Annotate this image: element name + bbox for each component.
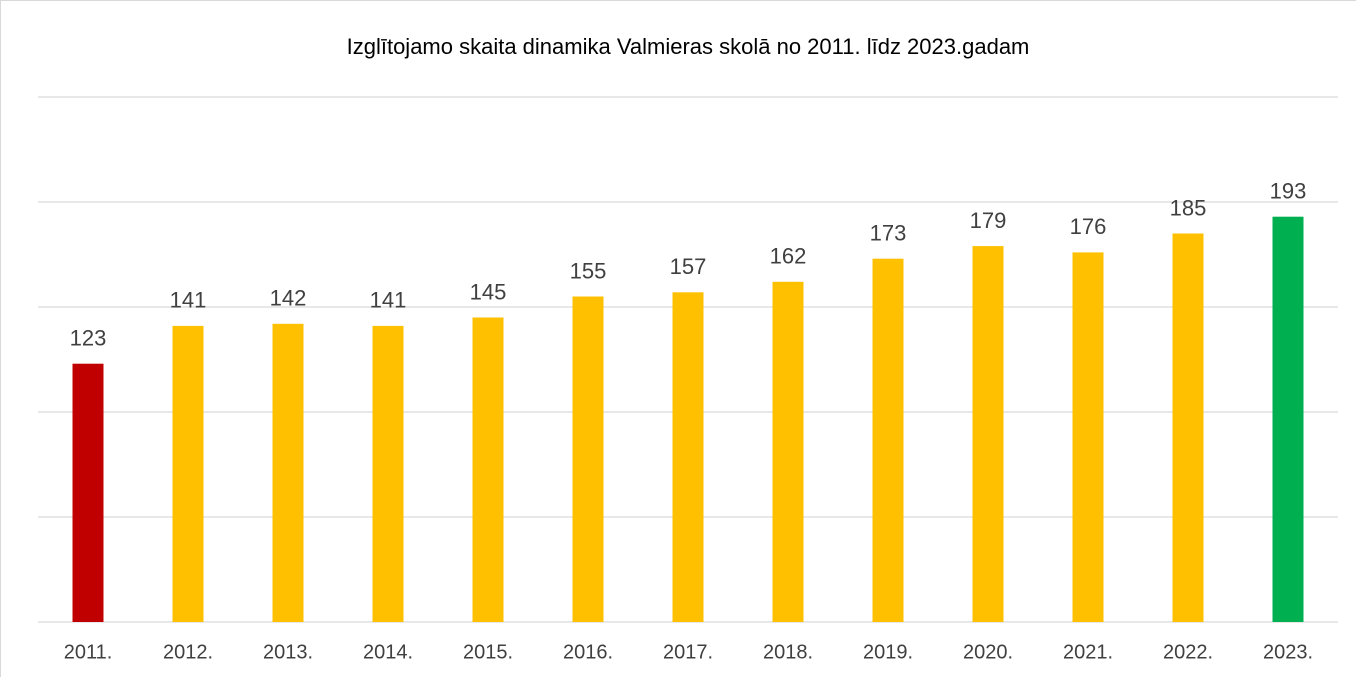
x-tick-label: 2020. — [963, 641, 1013, 663]
value-label: 173 — [870, 221, 907, 246]
value-label: 176 — [1070, 214, 1107, 239]
bar — [1272, 216, 1304, 622]
bar — [172, 325, 204, 622]
chart-title: Izglītojamo skaita dinamika Valmieras sk… — [347, 34, 1030, 59]
value-label: 162 — [770, 244, 807, 269]
value-label: 142 — [270, 286, 307, 311]
x-tick-label: 2013. — [263, 641, 313, 663]
value-label: 141 — [370, 288, 407, 313]
bar — [772, 281, 804, 622]
x-tick-label: 2015. — [463, 641, 513, 663]
x-tick-label: 2017. — [663, 641, 713, 663]
bar — [672, 292, 704, 622]
x-tick-label: 2014. — [363, 641, 413, 663]
bar — [872, 258, 904, 622]
bar — [472, 317, 504, 622]
value-label: 145 — [470, 279, 507, 304]
bar — [272, 323, 304, 622]
bar — [1072, 252, 1104, 622]
bar — [72, 363, 104, 622]
value-label: 193 — [1270, 179, 1307, 204]
bar — [1172, 233, 1204, 622]
x-tick-label: 2023. — [1263, 641, 1313, 663]
bar — [372, 325, 404, 622]
value-label: 141 — [170, 288, 207, 313]
bar — [972, 246, 1004, 622]
x-tick-label: 2016. — [563, 641, 613, 663]
x-tick-label: 2012. — [163, 641, 213, 663]
x-tick-label: 2019. — [863, 641, 913, 663]
value-label: 179 — [970, 208, 1007, 233]
value-label: 123 — [70, 326, 107, 351]
value-label: 155 — [570, 258, 607, 283]
x-tick-label: 2018. — [763, 641, 813, 663]
value-label: 185 — [1170, 195, 1207, 220]
value-label: 157 — [670, 254, 707, 279]
x-tick-label: 2021. — [1063, 641, 1113, 663]
x-tick-label: 2022. — [1163, 641, 1213, 663]
bar — [572, 296, 604, 622]
x-tick-label: 2011. — [64, 641, 113, 663]
